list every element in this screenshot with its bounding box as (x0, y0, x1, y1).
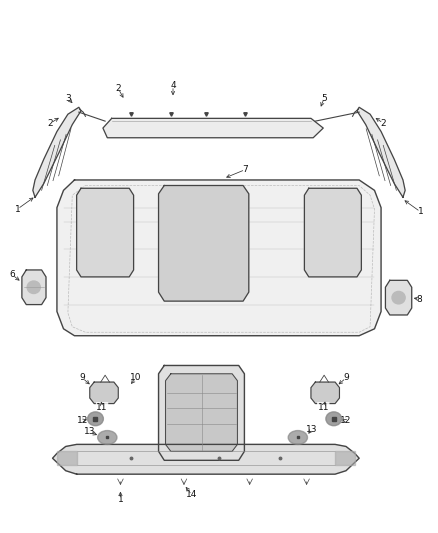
Text: 3: 3 (65, 94, 71, 103)
Polygon shape (385, 280, 412, 315)
Text: 13: 13 (306, 425, 318, 434)
Polygon shape (33, 107, 81, 197)
Text: 2: 2 (381, 119, 386, 128)
Text: 9: 9 (343, 374, 349, 383)
Polygon shape (311, 382, 339, 403)
Ellipse shape (326, 412, 342, 426)
Text: 1: 1 (117, 495, 124, 504)
Text: 13: 13 (84, 427, 95, 437)
Ellipse shape (88, 412, 103, 426)
Text: 1: 1 (417, 207, 424, 216)
Polygon shape (22, 270, 46, 304)
Text: 6: 6 (9, 270, 15, 279)
Ellipse shape (27, 281, 40, 294)
Text: 5: 5 (321, 94, 327, 103)
Text: 4: 4 (170, 82, 176, 90)
Polygon shape (57, 180, 381, 336)
Polygon shape (77, 188, 134, 277)
Text: 12: 12 (77, 416, 88, 425)
Polygon shape (304, 188, 361, 277)
Polygon shape (159, 366, 244, 461)
Text: 11: 11 (96, 402, 108, 411)
Ellipse shape (288, 431, 307, 445)
Text: 2: 2 (48, 119, 53, 128)
Polygon shape (159, 185, 249, 301)
Ellipse shape (98, 431, 117, 445)
Ellipse shape (392, 292, 405, 304)
Polygon shape (357, 107, 405, 197)
Polygon shape (53, 445, 359, 474)
Text: 8: 8 (417, 295, 423, 303)
Text: 2: 2 (116, 84, 121, 93)
Text: 11: 11 (318, 402, 329, 411)
Text: 14: 14 (186, 490, 198, 499)
Text: 7: 7 (242, 165, 248, 174)
Polygon shape (335, 451, 355, 465)
Polygon shape (90, 382, 118, 403)
Text: 9: 9 (79, 374, 85, 383)
Polygon shape (166, 374, 237, 451)
Text: 10: 10 (130, 374, 141, 383)
Text: 12: 12 (340, 416, 352, 425)
Polygon shape (57, 451, 77, 465)
Polygon shape (103, 118, 323, 138)
Text: 1: 1 (14, 205, 21, 214)
